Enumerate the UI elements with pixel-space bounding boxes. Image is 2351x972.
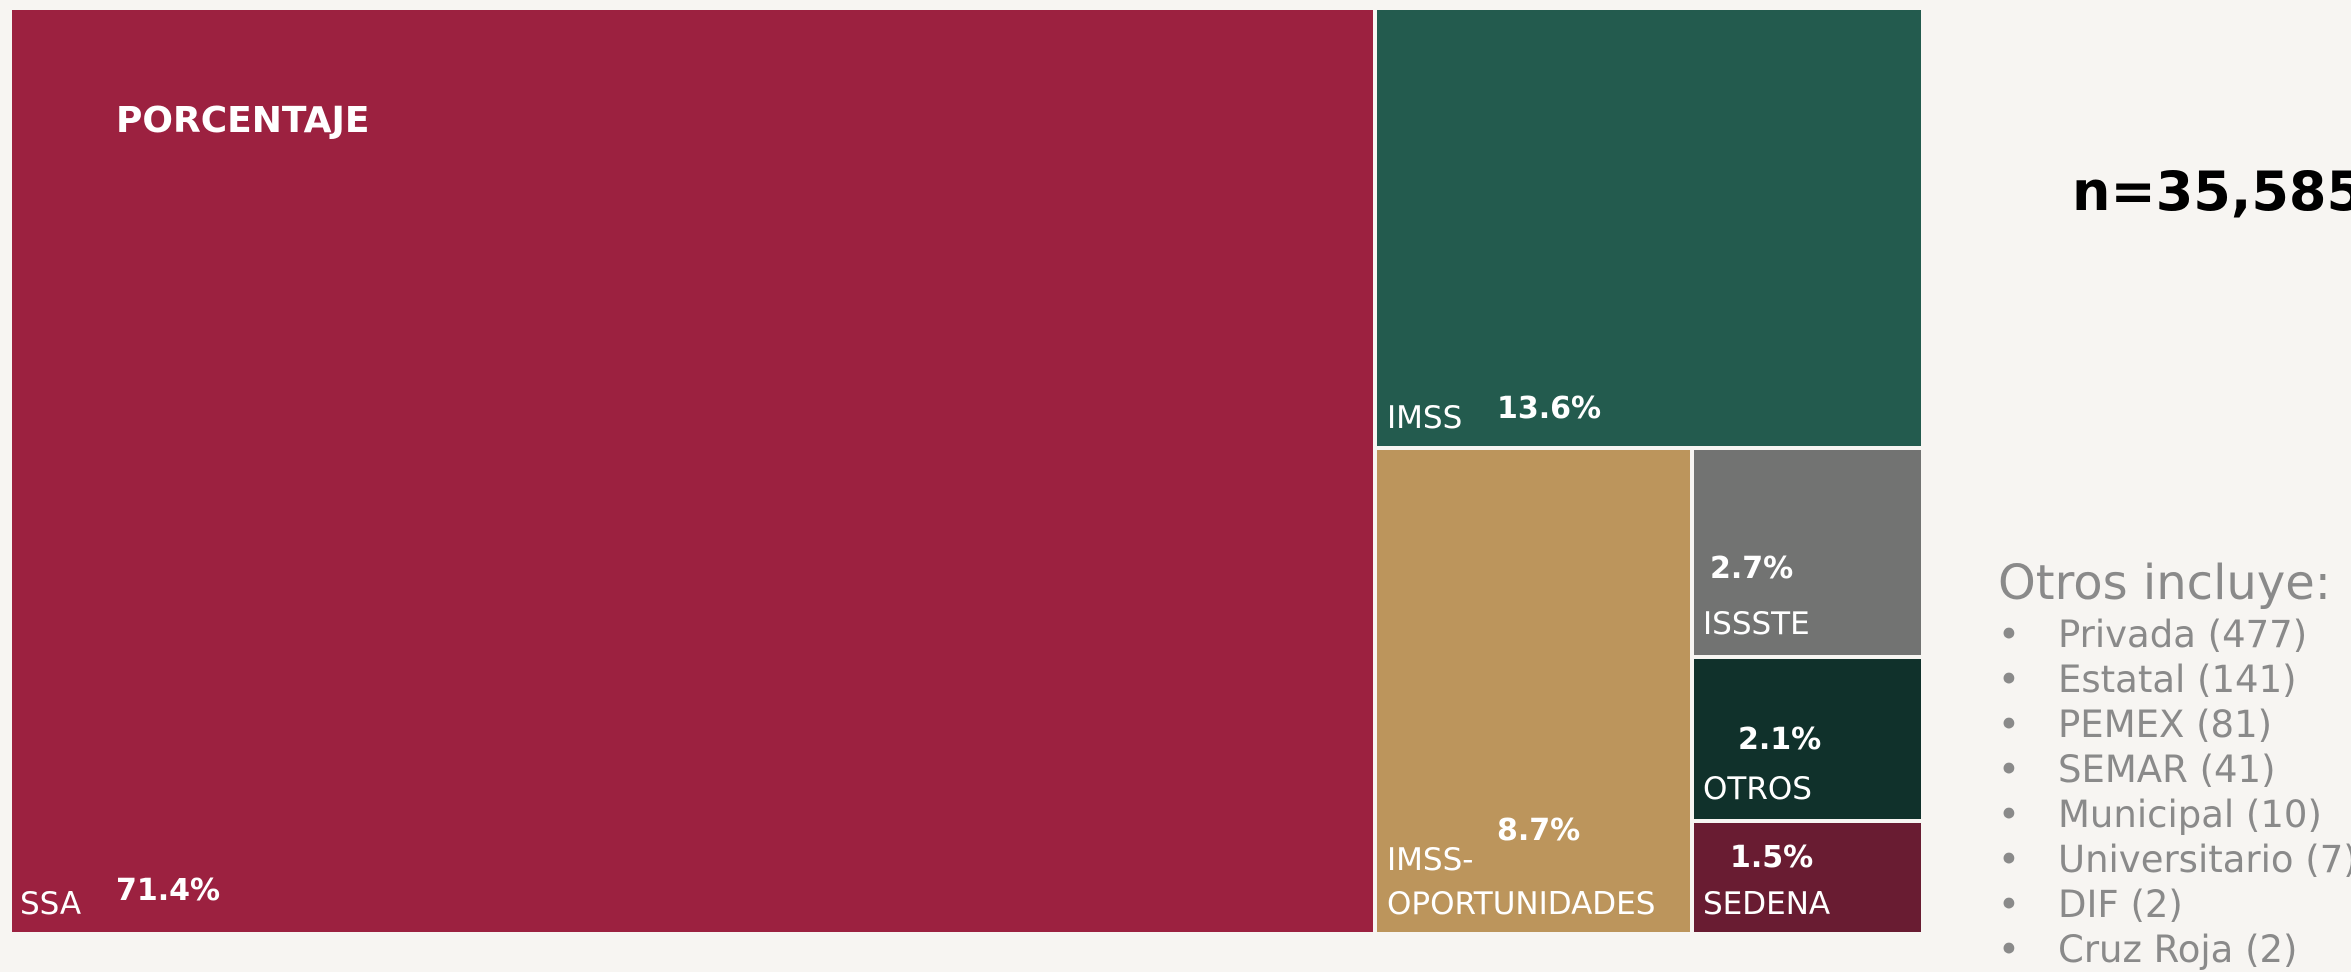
category-label-sedena: SEDENA	[1703, 886, 1830, 922]
bullet-icon: •	[1998, 883, 2020, 926]
category-label-otros: OTROS	[1703, 771, 1812, 807]
bullet-icon: •	[1998, 703, 2020, 746]
list-item-label: DIF (2)	[2058, 883, 2183, 926]
value-label-sedena: 1.5%	[1730, 840, 1813, 875]
list-item: • DIF (2)	[1998, 882, 2351, 927]
list-item: • Municipal (10)	[1998, 792, 2351, 837]
category-label-issste: ISSSTE	[1703, 606, 1810, 642]
list-item: • Estatal (141)	[1998, 657, 2351, 702]
bullet-icon: •	[1998, 793, 2020, 836]
list-item: • Cruz Roja (2)	[1998, 927, 2351, 972]
treemap-chart: SSA 71.4% IMSS 13.6% IMSS- OPORTUNIDADES 8.7% I…	[12, 10, 1921, 932]
list-item-label: SEMAR (41)	[2058, 748, 2276, 791]
list-item-label: Universitario (7)	[2058, 838, 2351, 881]
list-item: • Privada (477)	[1998, 612, 2351, 657]
list-item-label: Estatal (141)	[2058, 658, 2297, 701]
list-item: • Universitario (7)	[1998, 837, 2351, 882]
bullet-icon: •	[1998, 928, 2020, 971]
list-item-label: Cruz Roja (2)	[2058, 928, 2298, 971]
otros-title: Otros incluye:	[1998, 555, 2331, 611]
list-item-label: Municipal (10)	[2058, 793, 2322, 836]
value-label-ssa: 71.4%	[116, 873, 220, 908]
treemap-cell-issste	[1694, 450, 1921, 655]
list-item: • SEMAR (41)	[1998, 747, 2351, 792]
bullet-icon: •	[1998, 613, 2020, 656]
value-label-otros: 2.1%	[1738, 722, 1821, 757]
bullet-icon: •	[1998, 748, 2020, 791]
category-label-imss: IMSS	[1387, 400, 1462, 436]
list-item-label: PEMEX (81)	[2058, 703, 2273, 746]
category-label-imss-oportunidades-line2: OPORTUNIDADES	[1387, 886, 1655, 922]
treemap-cell-imss-oportunidades	[1377, 450, 1690, 932]
category-label-ssa: SSA	[20, 886, 81, 922]
sample-size-label: n=35,585	[2072, 160, 2351, 223]
chart-title: PORCENTAJE	[116, 100, 369, 141]
value-label-imss: 13.6%	[1497, 391, 1601, 426]
bullet-icon: •	[1998, 658, 2020, 701]
bullet-icon: •	[1998, 838, 2020, 881]
list-item: • PEMEX (81)	[1998, 702, 2351, 747]
value-label-issste: 2.7%	[1710, 551, 1793, 586]
treemap-cell-imss	[1377, 10, 1921, 446]
treemap-cell-otros	[1694, 659, 1921, 819]
treemap-cell-ssa	[12, 10, 1373, 932]
treemap-cell-sedena	[1694, 823, 1921, 932]
category-label-imss-oportunidades: IMSS-	[1387, 842, 1473, 878]
value-label-imss-oportunidades: 8.7%	[1497, 813, 1580, 848]
otros-list: • Privada (477) • Estatal (141) • PEMEX (81…	[1998, 612, 2351, 972]
list-item-label: Privada (477)	[2058, 613, 2308, 656]
